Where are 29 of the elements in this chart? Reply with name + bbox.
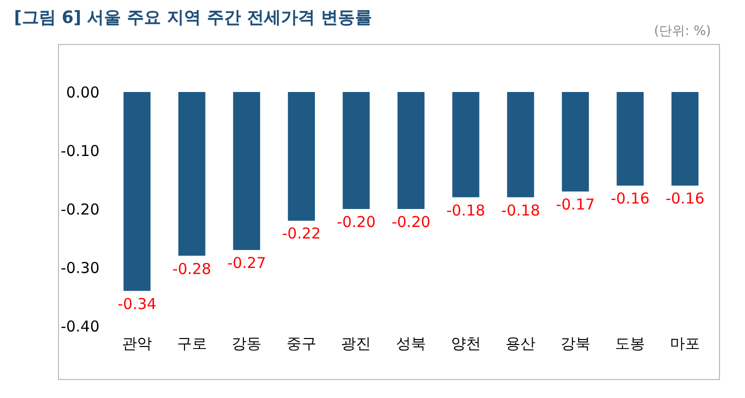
chart-title: [그림 6] 서울 주요 지역 주간 전세가격 변동률 bbox=[14, 7, 372, 29]
data-label: -0.17 bbox=[556, 195, 595, 214]
data-label: -0.16 bbox=[610, 190, 650, 208]
data-label: -0.34 bbox=[118, 294, 156, 313]
x-tick-label: 강동 bbox=[232, 334, 262, 352]
x-tick-label: 구로 bbox=[176, 334, 207, 352]
x-tick-label: 중구 bbox=[286, 334, 316, 352]
data-label: -0.22 bbox=[282, 224, 321, 243]
x-tick-label: 광진 bbox=[341, 334, 372, 352]
data-label: -0.20 bbox=[336, 213, 376, 231]
x-tick-label: 양천 bbox=[450, 334, 481, 352]
y-tick-label: -0.40 bbox=[60, 318, 100, 336]
data-label: -0.28 bbox=[172, 260, 212, 278]
x-tick-label: 강북 bbox=[560, 334, 590, 352]
x-tick-label: 마포 bbox=[670, 334, 700, 352]
x-tick-label: 성북 bbox=[396, 334, 426, 352]
y-tick-label: -0.20 bbox=[60, 200, 100, 218]
data-label: -0.18 bbox=[446, 201, 486, 220]
y-tick-label: -0.30 bbox=[60, 259, 100, 277]
text: (단위: %) bbox=[654, 23, 711, 40]
x-tick-label: 관악 bbox=[122, 334, 152, 352]
data-label: -0.16 bbox=[666, 190, 704, 208]
x-tick-label: 도봉 bbox=[615, 334, 646, 352]
data-label: -0.27 bbox=[227, 254, 266, 272]
y-tick-label: -0.10 bbox=[60, 142, 100, 160]
x-tick-label: 용산 bbox=[506, 334, 536, 352]
y-tick-label: 0.00 bbox=[66, 84, 100, 102]
data-label: -0.20 bbox=[392, 213, 430, 231]
data-label: -0.18 bbox=[501, 201, 540, 220]
